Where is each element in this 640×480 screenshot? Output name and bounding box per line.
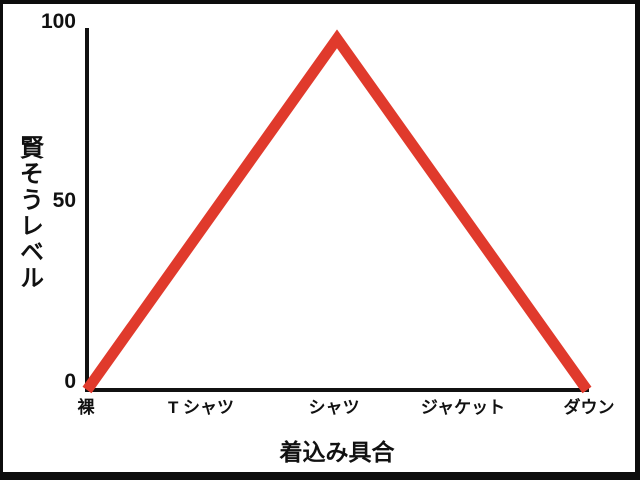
x-axis-title: 着込み具合 <box>279 439 395 465</box>
y-tick-label-50: 50 <box>52 189 76 212</box>
x-tick-label-naked: 裸 <box>77 398 95 417</box>
x-tick-label-jacket: ジャケット <box>420 398 506 417</box>
y-tick-label-0: 0 <box>64 370 76 393</box>
data-line <box>82 29 592 394</box>
y-axis-title: 賢そうレベル <box>15 135 43 291</box>
x-tick-label-shirt: シャツ <box>308 398 360 417</box>
x-tick-label-down: ダウン <box>563 398 615 417</box>
y-tick-label-100: 100 <box>40 10 76 33</box>
x-tick-label-tshirt: T シャツ <box>167 398 235 417</box>
